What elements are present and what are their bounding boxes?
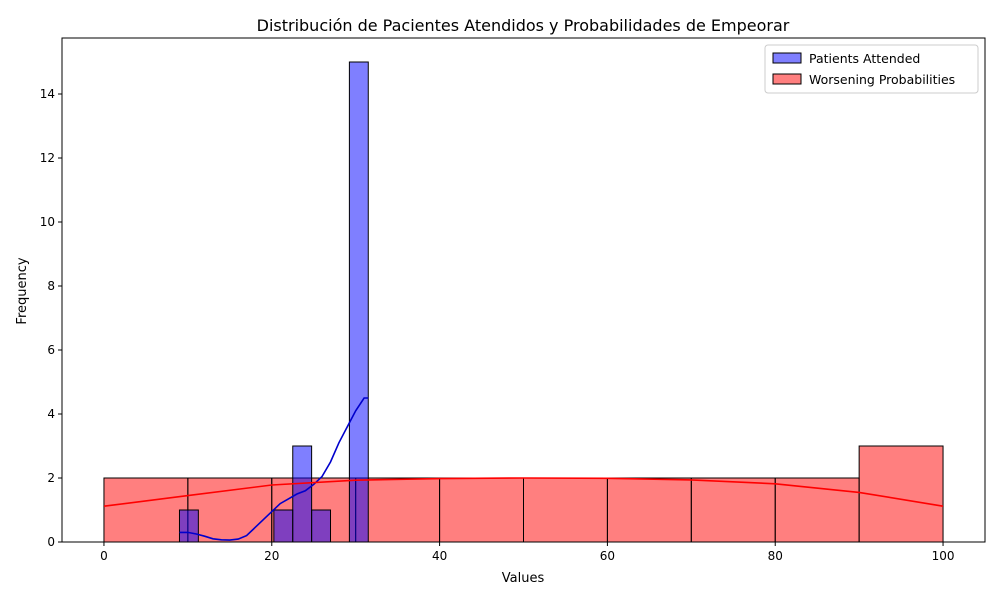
histogram-bar-patients-4 <box>348 61 369 543</box>
y-axis-label: Frequency <box>15 257 30 324</box>
legend-swatch-patients <box>772 52 802 64</box>
y-tick-label-1: 2 <box>47 471 55 485</box>
y-tick-label-3: 6 <box>47 343 55 357</box>
histogram-bar-patients-1 <box>273 509 294 543</box>
histogram-bar-worsening-4 <box>439 477 524 543</box>
y-tick-label-6: 12 <box>40 151 55 165</box>
histogram-bar-worsening-1 <box>187 477 273 543</box>
x-tick-label-0: 0 <box>100 549 108 563</box>
legend-box <box>764 44 979 94</box>
legend-swatch-worsening <box>772 73 802 85</box>
x-tick-label-4: 80 <box>768 549 783 563</box>
chart-title: Distribución de Pacientes Atendidos y Pr… <box>257 16 790 35</box>
plot-area: 0 20 40 60 80 100 0 2 4 6 8 10 12 14 Patients Attended… <box>40 37 986 563</box>
y-tick-label-0: 0 <box>47 535 55 549</box>
kde-line-patients <box>179 397 369 541</box>
x-tick-label-2: 40 <box>432 549 447 563</box>
y-tick-label-5: 10 <box>40 215 55 229</box>
legend-label-worsening: Worsening Probabilities <box>809 72 955 87</box>
histogram-bar-worsening-0 <box>103 477 189 543</box>
x-axis-label: Values <box>502 571 545 586</box>
histogram-bar-worsening-5 <box>523 477 608 543</box>
x-tick-label-3: 60 <box>600 549 615 563</box>
y-tick-label-7: 14 <box>40 87 55 101</box>
plot-frame <box>61 37 986 543</box>
histogram-bar-patients-3 <box>311 509 332 543</box>
histogram-bar-worsening-7 <box>690 477 776 543</box>
legend: Patients Attended Worsening Probabilities <box>764 44 979 94</box>
histogram-bar-worsening-3 <box>355 477 441 543</box>
y-tick-label-4: 8 <box>47 279 55 293</box>
kde-line-worsening <box>103 477 944 507</box>
x-tick-label-1: 20 <box>264 549 279 563</box>
x-tick-label-5: 100 <box>932 549 955 563</box>
y-tick-label-2: 4 <box>47 407 55 421</box>
histogram-bar-patients-0 <box>178 509 199 543</box>
legend-label-patients: Patients Attended <box>809 51 920 66</box>
histogram-bar-worsening-6 <box>606 477 692 543</box>
